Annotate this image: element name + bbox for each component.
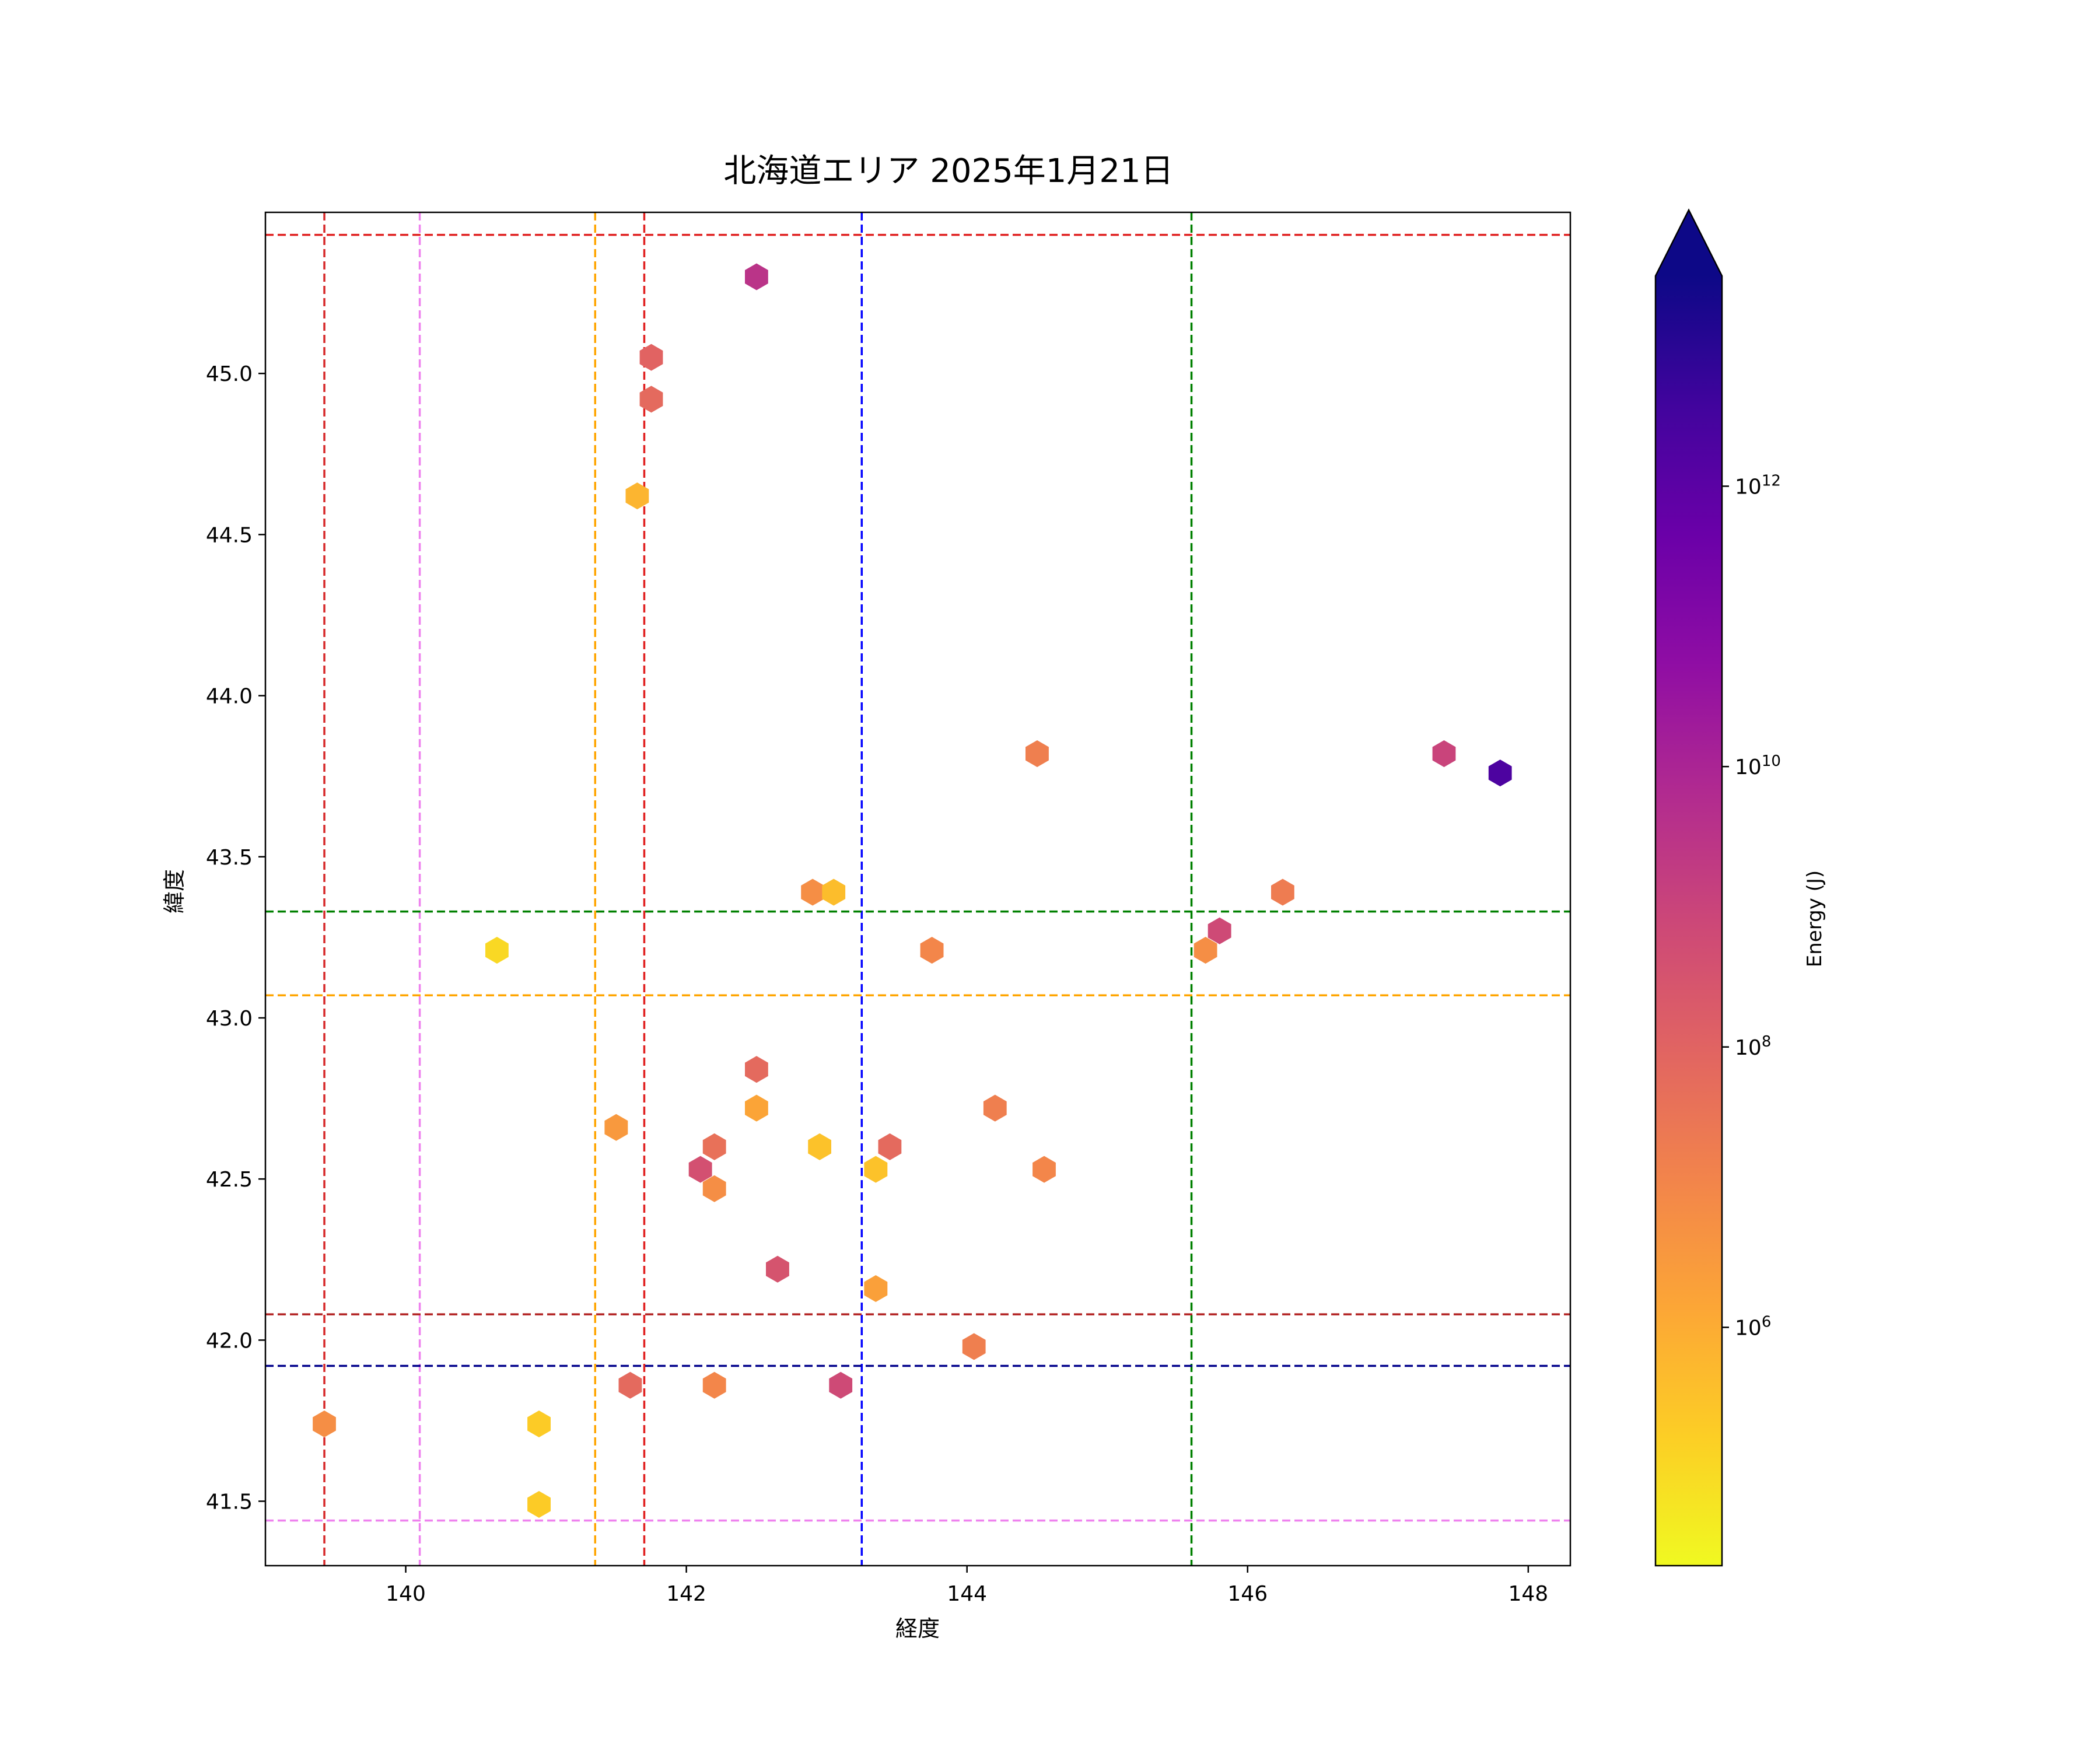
x-tick-label: 148 bbox=[1508, 1582, 1548, 1606]
data-point bbox=[1032, 1156, 1056, 1183]
data-point bbox=[1488, 760, 1512, 787]
data-point bbox=[745, 263, 768, 290]
data-point bbox=[962, 1333, 986, 1360]
data-point bbox=[822, 878, 846, 906]
y-tick-label: 41.5 bbox=[206, 1490, 253, 1514]
colorbar-extend-arrow bbox=[1656, 210, 1722, 276]
colorbar-label: Energy (J) bbox=[1803, 870, 1826, 967]
colorbar-tick-label: 108 bbox=[1735, 1033, 1771, 1060]
colorbar: 106 108 1010 1012 bbox=[1654, 208, 1781, 1567]
colorbar-tick-label: 106 bbox=[1735, 1313, 1771, 1340]
y-tick-label: 44.5 bbox=[206, 523, 253, 547]
data-points bbox=[313, 263, 1512, 1518]
colorbar-gradient bbox=[1656, 276, 1722, 1566]
colorbar-tick-label: 1010 bbox=[1735, 752, 1781, 779]
data-point bbox=[829, 1371, 853, 1399]
data-point bbox=[618, 1371, 642, 1399]
data-point bbox=[920, 937, 944, 964]
plot-axes: 140 142 144 146 148 41.5 42.0 42.5 43.0 43.5 44.0 4… bbox=[206, 211, 1572, 1606]
x-tick-label: 140 bbox=[386, 1582, 426, 1606]
data-point bbox=[983, 1094, 1007, 1122]
data-point bbox=[639, 344, 663, 371]
y-tick-label: 43.0 bbox=[206, 1007, 253, 1031]
data-point bbox=[639, 386, 663, 413]
y-axis-label: 緯度 bbox=[162, 869, 187, 914]
data-point bbox=[702, 1371, 726, 1399]
data-point bbox=[1432, 740, 1456, 767]
data-point bbox=[1026, 740, 1049, 767]
colorbar-outline bbox=[1654, 208, 1723, 1567]
y-tick-label: 42.5 bbox=[206, 1168, 253, 1192]
data-point bbox=[864, 1156, 888, 1183]
data-point bbox=[766, 1255, 789, 1283]
data-point bbox=[801, 878, 824, 906]
data-point bbox=[625, 482, 649, 510]
data-point bbox=[808, 1133, 831, 1160]
data-point bbox=[702, 1175, 726, 1202]
data-point bbox=[527, 1410, 551, 1437]
data-point bbox=[745, 1094, 768, 1122]
data-point bbox=[864, 1275, 888, 1302]
data-point bbox=[878, 1133, 902, 1160]
data-point bbox=[1271, 878, 1294, 906]
data-point bbox=[313, 1410, 336, 1437]
data-point bbox=[745, 1056, 768, 1083]
chart-title: 北海道エリア 2025年1月21日 bbox=[723, 152, 1173, 190]
y-tick-label: 43.5 bbox=[206, 846, 253, 870]
x-axis-label: 経度 bbox=[895, 1616, 940, 1642]
data-point bbox=[1194, 937, 1217, 964]
reference-lines bbox=[265, 212, 1570, 1566]
x-tick-label: 146 bbox=[1227, 1582, 1268, 1606]
colorbar-tick-label: 1012 bbox=[1735, 472, 1781, 499]
y-tick-label: 42.0 bbox=[206, 1329, 253, 1353]
data-point bbox=[485, 937, 509, 964]
data-point bbox=[604, 1114, 628, 1141]
data-point bbox=[702, 1133, 726, 1160]
data-point bbox=[688, 1156, 712, 1183]
plot-frame bbox=[264, 211, 1572, 1567]
data-point bbox=[1208, 917, 1231, 944]
x-tick-label: 144 bbox=[947, 1582, 987, 1606]
x-tick-label: 142 bbox=[666, 1582, 706, 1606]
data-point bbox=[527, 1491, 551, 1518]
y-tick-label: 44.0 bbox=[206, 685, 253, 709]
y-tick-label: 45.0 bbox=[206, 362, 253, 386]
